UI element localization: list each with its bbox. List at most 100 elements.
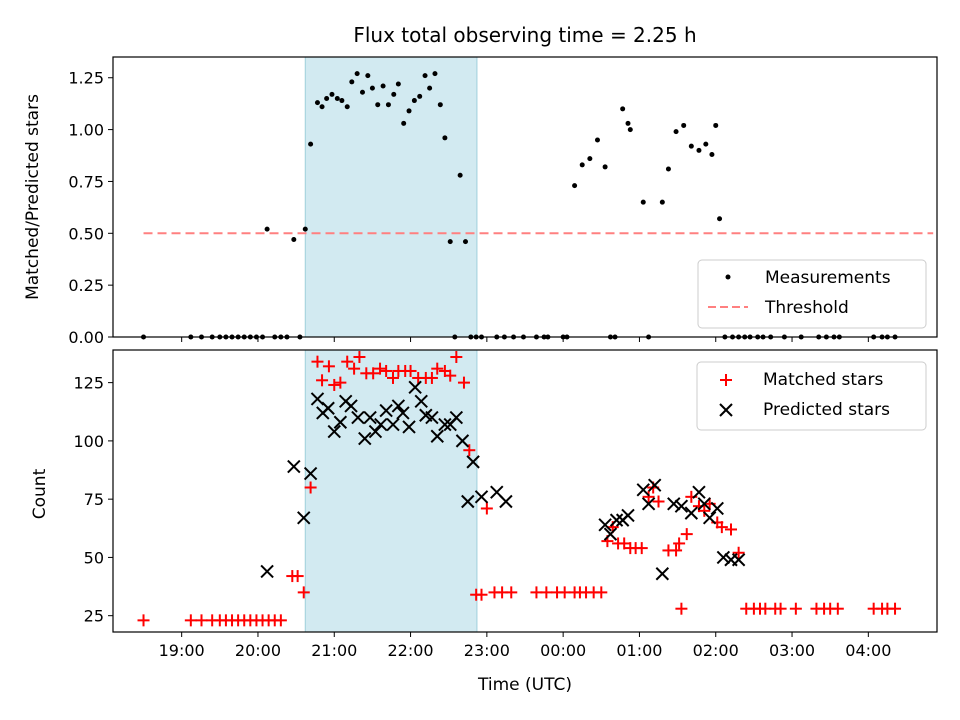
measurement-point — [696, 147, 702, 153]
matched-stars-point — [341, 355, 354, 368]
measurement-point — [401, 120, 407, 126]
y-tick-label: 0.50 — [68, 224, 104, 243]
predicted-stars-point — [598, 518, 612, 532]
measurement-point — [442, 135, 448, 141]
x-tick-label: 20:00 — [235, 641, 281, 660]
predicted-stars-point — [351, 410, 365, 425]
x-tick-label: 03:00 — [769, 641, 815, 660]
measurement-point — [369, 85, 375, 91]
measurement-point — [264, 226, 270, 232]
measurement-point — [625, 120, 631, 126]
measurement-point — [349, 79, 355, 85]
predicted-stars-point — [379, 403, 393, 418]
measurement-point — [665, 166, 671, 172]
measurement-point — [620, 106, 626, 112]
matched-stars-point — [387, 371, 400, 384]
measurement-point — [627, 127, 633, 133]
matched-stars-point — [353, 350, 366, 363]
measurement-point — [594, 137, 600, 143]
matched-stars-point — [618, 537, 631, 550]
y-tick-label: 0.00 — [68, 328, 104, 347]
predicted-stars-point — [647, 478, 662, 492]
matched-stars-point — [404, 364, 417, 377]
matched-stars-point — [291, 570, 304, 583]
legend-predicted-marker — [719, 403, 733, 417]
measurement-point — [417, 93, 423, 99]
bottom-axes-frame — [112, 349, 938, 633]
matched-stars-point — [328, 378, 341, 391]
predicted-stars-point — [621, 508, 635, 523]
legend-matched-marker — [720, 374, 732, 386]
measurement-point — [395, 81, 401, 87]
matched-stars-point — [348, 362, 361, 375]
measurement-point — [447, 239, 453, 245]
matched-stars-point — [322, 360, 335, 373]
bottom-series-layer — [137, 350, 902, 627]
predicted-stars-point — [391, 399, 406, 413]
matched-stars-point — [463, 444, 476, 457]
y-tick-label: 1.00 — [68, 121, 104, 140]
measurement-point — [422, 73, 428, 79]
top-panel: Flux total observing time = 2.25 h 0.000… — [23, 23, 938, 347]
predicted-stars-point — [386, 417, 400, 432]
matched-stars-point — [698, 504, 711, 517]
top-x-ticks — [181, 337, 869, 342]
predicted-stars-point — [333, 415, 348, 429]
matched-stars-point — [635, 542, 648, 555]
observing-window-shade-bottom — [304, 349, 478, 633]
measurement-point — [572, 183, 578, 189]
matched-stars-point — [715, 521, 728, 534]
x-tick-label: 22:00 — [388, 641, 434, 660]
predicted-stars-point — [430, 429, 444, 443]
measurement-point — [324, 95, 330, 101]
measurement-point — [344, 104, 350, 110]
matched-stars-point — [195, 614, 208, 627]
predicted-stars-point — [438, 417, 452, 432]
matched-stars-point — [480, 502, 493, 515]
legend-predicted-label: Predicted stars — [763, 400, 890, 420]
y-tick-label: 25 — [84, 607, 104, 626]
measurement-point — [462, 239, 468, 245]
predicted-stars-point — [414, 394, 428, 408]
x-tick-label: 23:00 — [464, 641, 510, 660]
predicted-stars-point — [731, 553, 746, 567]
legend-matched-label: Matched stars — [763, 370, 883, 390]
predicted-stars-point — [297, 511, 311, 525]
measurement-point — [380, 83, 386, 89]
predicted-stars-point — [344, 399, 358, 413]
matched-stars-point — [450, 350, 463, 363]
x-tick-label: 04:00 — [845, 641, 891, 660]
measurement-point — [579, 162, 585, 168]
predicted-stars-point — [674, 499, 689, 513]
measurement-point — [427, 85, 433, 91]
measurement-point — [291, 237, 297, 243]
predicted-stars-point — [303, 466, 318, 481]
matched-stars-point — [311, 355, 324, 368]
predicted-stars-point — [692, 485, 706, 499]
measurement-point — [385, 102, 391, 108]
measurement-point — [688, 143, 694, 149]
matched-stars-point — [334, 376, 347, 389]
matched-stars-point — [475, 588, 488, 601]
matched-stars-point — [431, 362, 444, 375]
predicted-stars-point — [374, 417, 388, 432]
predicted-stars-point — [287, 459, 301, 474]
measurement-point — [314, 100, 320, 106]
matched-stars-point — [304, 481, 317, 494]
predicted-stars-point — [408, 380, 422, 394]
predicted-stars-point — [260, 564, 274, 579]
predicted-stars-point — [667, 497, 681, 511]
y-tick-label: 1.25 — [68, 69, 104, 88]
predicted-stars-point — [603, 527, 618, 541]
predicted-stars-point — [327, 424, 341, 439]
measurement-point — [354, 71, 360, 77]
top-legend-box — [697, 259, 927, 329]
y-tick-label: 50 — [84, 548, 104, 567]
predicted-stars-point — [636, 483, 650, 497]
measurement-point — [457, 172, 463, 178]
predicted-stars-point — [396, 406, 410, 420]
measurement-point — [602, 164, 608, 170]
predicted-stars-point — [310, 392, 325, 406]
matched-stars-point — [137, 614, 150, 627]
matched-stars-point — [457, 376, 470, 389]
